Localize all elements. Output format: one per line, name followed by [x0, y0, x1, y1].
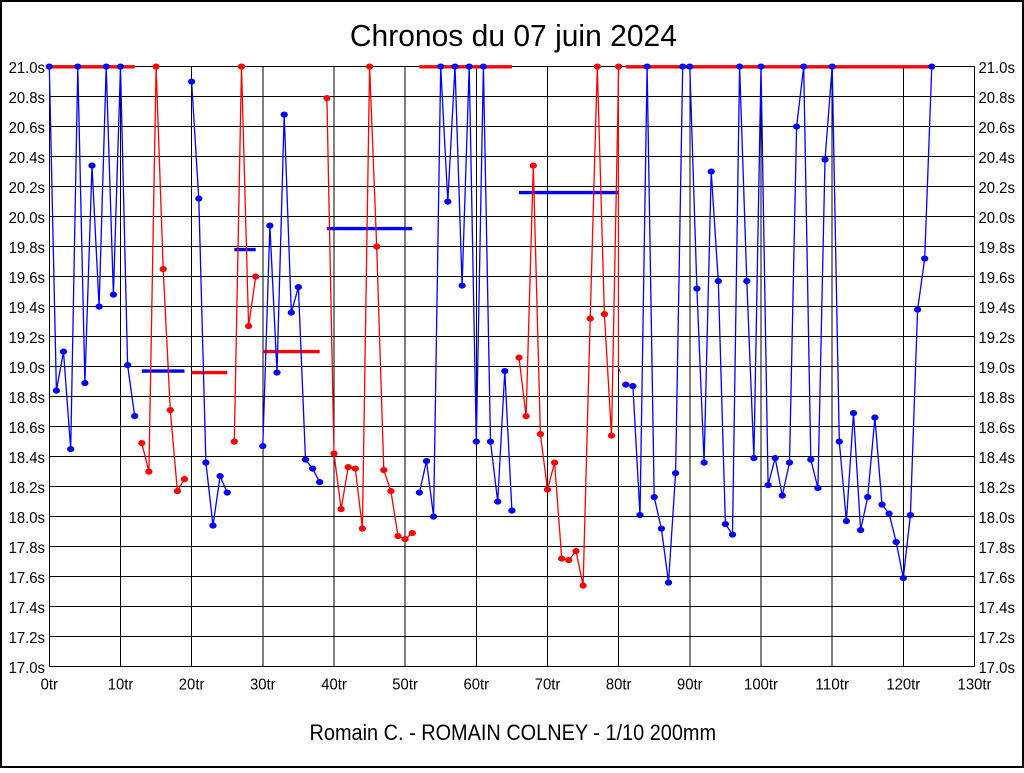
svg-text:17.4s: 17.4s [979, 600, 1015, 617]
svg-text:20.8s: 20.8s [9, 90, 45, 107]
svg-text:17.2s: 17.2s [979, 630, 1015, 647]
svg-text:20tr: 20tr [179, 677, 205, 694]
svg-text:17.0s: 17.0s [9, 660, 45, 677]
svg-text:0tr: 0tr [41, 677, 59, 694]
svg-text:100tr: 100tr [744, 677, 779, 694]
svg-text:19.2s: 19.2s [979, 330, 1015, 347]
svg-text:80tr: 80tr [606, 677, 632, 694]
svg-text:20.0s: 20.0s [9, 210, 45, 227]
svg-text:19.6s: 19.6s [979, 270, 1015, 287]
svg-text:40tr: 40tr [321, 677, 347, 694]
svg-text:120tr: 120tr [886, 677, 921, 694]
svg-text:19.6s: 19.6s [9, 270, 45, 287]
svg-text:70tr: 70tr [535, 677, 561, 694]
svg-text:17.8s: 17.8s [9, 540, 45, 557]
svg-text:21.0s: 21.0s [979, 60, 1015, 77]
svg-text:21.0s: 21.0s [9, 60, 45, 77]
svg-text:130tr: 130tr [958, 677, 993, 694]
svg-text:20.8s: 20.8s [979, 90, 1015, 107]
svg-text:50tr: 50tr [392, 677, 418, 694]
svg-text:18.8s: 18.8s [9, 390, 45, 407]
svg-text:18.4s: 18.4s [979, 450, 1015, 467]
svg-text:18.8s: 18.8s [979, 390, 1015, 407]
svg-text:19.0s: 19.0s [979, 360, 1015, 377]
svg-text:Romain C. - ROMAIN COLNEY - 1/: Romain C. - ROMAIN COLNEY - 1/10 200mm [310, 720, 717, 745]
svg-text:19.2s: 19.2s [9, 330, 45, 347]
svg-text:18.0s: 18.0s [979, 510, 1015, 527]
svg-text:18.2s: 18.2s [979, 480, 1015, 497]
svg-text:20.4s: 20.4s [9, 150, 45, 167]
svg-text:60tr: 60tr [464, 677, 490, 694]
svg-text:17.8s: 17.8s [979, 540, 1015, 557]
svg-text:19.4s: 19.4s [9, 300, 45, 317]
svg-text:30tr: 30tr [250, 677, 276, 694]
svg-text:20.2s: 20.2s [979, 180, 1015, 197]
svg-text:17.2s: 17.2s [9, 630, 45, 647]
svg-text:18.6s: 18.6s [9, 420, 45, 437]
svg-text:90tr: 90tr [677, 677, 703, 694]
svg-text:20.6s: 20.6s [979, 120, 1015, 137]
svg-text:19.8s: 19.8s [979, 240, 1015, 257]
svg-text:Chronos du 07 juin 2024: Chronos du 07 juin 2024 [350, 18, 677, 53]
svg-text:20.2s: 20.2s [9, 180, 45, 197]
svg-text:110tr: 110tr [815, 677, 850, 694]
svg-text:19.0s: 19.0s [9, 360, 45, 377]
svg-text:17.4s: 17.4s [9, 600, 45, 617]
svg-text:20.4s: 20.4s [979, 150, 1015, 167]
svg-text:19.4s: 19.4s [979, 300, 1015, 317]
svg-text:19.8s: 19.8s [9, 240, 45, 257]
svg-text:20.0s: 20.0s [979, 210, 1015, 227]
svg-text:18.0s: 18.0s [9, 510, 45, 527]
svg-text:20.6s: 20.6s [9, 120, 45, 137]
svg-text:17.6s: 17.6s [9, 570, 45, 587]
svg-text:18.4s: 18.4s [9, 450, 45, 467]
svg-text:17.6s: 17.6s [979, 570, 1015, 587]
svg-text:10tr: 10tr [108, 677, 134, 694]
svg-text:18.2s: 18.2s [9, 480, 45, 497]
svg-text:18.6s: 18.6s [979, 420, 1015, 437]
svg-text:17.0s: 17.0s [979, 660, 1015, 677]
